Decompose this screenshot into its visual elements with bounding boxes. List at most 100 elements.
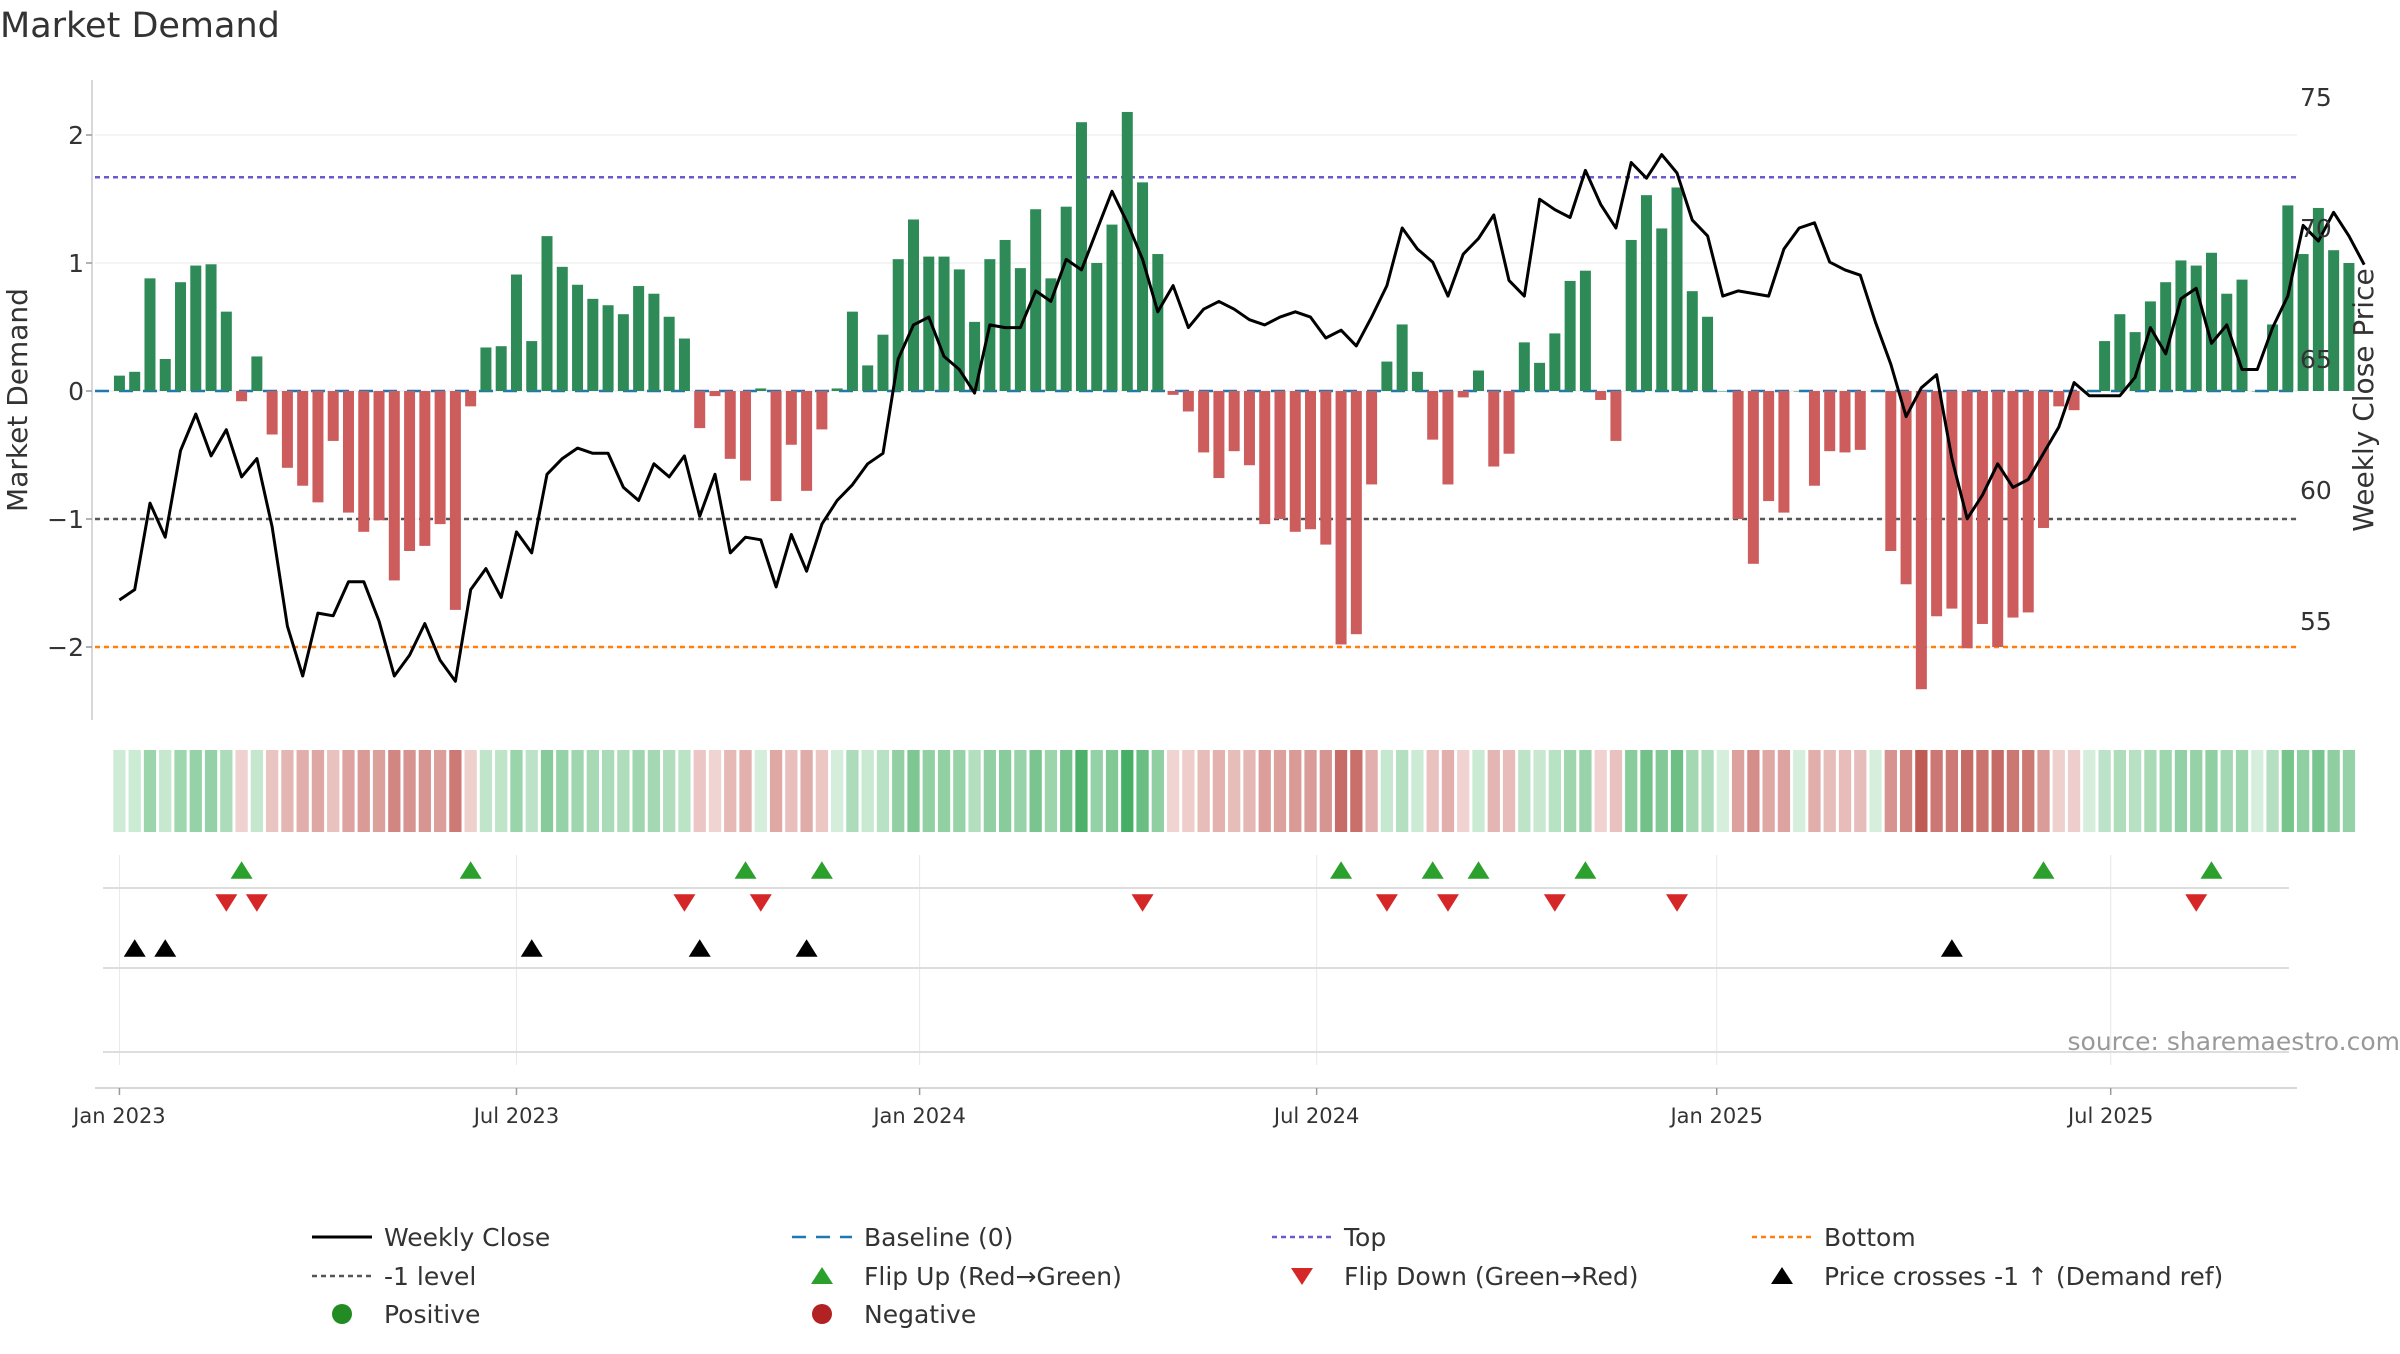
y-axis-left-label: Market Demand bbox=[1, 288, 34, 512]
heat-cell bbox=[587, 750, 599, 832]
heat-cell bbox=[1946, 750, 1958, 832]
demand-bar bbox=[1992, 391, 2003, 647]
heat-cell bbox=[190, 750, 202, 832]
demand-bar bbox=[1901, 391, 1912, 584]
heat-cell bbox=[312, 750, 324, 832]
legend-label: Baseline (0) bbox=[864, 1223, 1013, 1252]
x-tick-label: Jan 2023 bbox=[71, 1104, 166, 1128]
demand-bar bbox=[694, 391, 705, 428]
demand-bar bbox=[1168, 391, 1179, 395]
heat-cell bbox=[1182, 750, 1194, 832]
heat-cell bbox=[1503, 750, 1515, 832]
heat-cell bbox=[1763, 750, 1775, 832]
flip-up-marker bbox=[735, 861, 757, 879]
demand-bar bbox=[1870, 391, 1881, 392]
demand-bar bbox=[1885, 391, 1896, 551]
heat-cell bbox=[1075, 750, 1087, 832]
heat-cell bbox=[526, 750, 538, 832]
demand-bar bbox=[2114, 314, 2125, 391]
demand-bar bbox=[389, 391, 400, 580]
demand-bar bbox=[1641, 195, 1652, 391]
demand-bar bbox=[1259, 391, 1270, 524]
demand-bar bbox=[1794, 391, 1805, 392]
demand-bar bbox=[450, 391, 461, 610]
heat-cell bbox=[800, 750, 812, 832]
heat-cell bbox=[281, 750, 293, 832]
flip-up-marker bbox=[2033, 861, 2055, 879]
demand-bar bbox=[2252, 391, 2263, 392]
price-cross-marker bbox=[796, 939, 818, 957]
demand-bar bbox=[771, 391, 782, 501]
heat-cell bbox=[388, 750, 400, 832]
demand-bar bbox=[343, 391, 354, 513]
demand-bar bbox=[297, 391, 308, 486]
legend-item-positive: Positive bbox=[332, 1300, 480, 1329]
demand-bar bbox=[435, 391, 446, 524]
y-tick-label-left: 0 bbox=[68, 377, 84, 406]
legend-triangle-up-icon bbox=[811, 1267, 833, 1284]
demand-bar bbox=[2175, 260, 2186, 391]
heat-cell bbox=[1869, 750, 1881, 832]
demand-bar bbox=[542, 236, 553, 391]
heat-cell bbox=[1488, 750, 1500, 832]
heat-cell bbox=[617, 750, 629, 832]
demand-bar bbox=[1213, 391, 1224, 478]
demand-bar bbox=[1458, 391, 1469, 397]
heat-cell bbox=[831, 750, 843, 832]
heat-cell bbox=[1045, 750, 1057, 832]
heat-cell bbox=[1976, 750, 1988, 832]
demand-bar bbox=[893, 259, 904, 391]
heat-cell bbox=[1625, 750, 1637, 832]
y-tick-label-right: 65 bbox=[2300, 345, 2332, 374]
x-tick-label: Jan 2024 bbox=[871, 1104, 966, 1128]
heat-cell bbox=[297, 750, 309, 832]
heat-cell bbox=[2083, 750, 2095, 832]
heat-cell bbox=[1152, 750, 1164, 832]
heat-cell bbox=[1350, 750, 1362, 832]
demand-bar bbox=[648, 294, 659, 391]
demand-bar bbox=[206, 264, 217, 391]
heat-cell bbox=[113, 750, 125, 832]
flip-up-marker bbox=[2200, 861, 2222, 879]
demand-bar bbox=[2237, 280, 2248, 391]
legend-item-top: Top bbox=[1272, 1223, 1386, 1252]
heat-cell bbox=[2190, 750, 2202, 832]
heat-cell bbox=[2266, 750, 2278, 832]
heat-cell bbox=[1518, 750, 1530, 832]
heat-cell bbox=[1732, 750, 1744, 832]
y-axis-right-label: Weekly Close Price bbox=[2347, 268, 2380, 531]
demand-bar bbox=[1580, 271, 1591, 391]
demand-bar bbox=[404, 391, 415, 551]
flip-down-marker bbox=[750, 894, 772, 912]
heat-cell bbox=[1121, 750, 1133, 832]
demand-bar bbox=[1183, 391, 1194, 411]
demand-bar bbox=[1107, 225, 1118, 391]
heat-cell bbox=[556, 750, 568, 832]
heat-cell bbox=[2144, 750, 2156, 832]
heat-cell bbox=[571, 750, 583, 832]
y-tick-label-left: −1 bbox=[47, 505, 84, 534]
heat-cell bbox=[2205, 750, 2217, 832]
heat-cell bbox=[1701, 750, 1713, 832]
x-tick-label: Jul 2024 bbox=[1272, 1104, 1359, 1128]
demand-bar bbox=[816, 391, 827, 429]
demand-bar bbox=[786, 391, 797, 445]
heat-cell bbox=[1778, 750, 1790, 832]
demand-bar bbox=[1946, 391, 1957, 609]
heat-cell bbox=[663, 750, 675, 832]
demand-bar bbox=[496, 346, 507, 391]
demand-bar bbox=[1442, 391, 1453, 484]
heat-cell bbox=[1579, 750, 1591, 832]
heat-cell bbox=[816, 750, 828, 832]
y-tick-label-right: 60 bbox=[2300, 476, 2332, 505]
heat-cell bbox=[1671, 750, 1683, 832]
legend-item-weekly-close: Weekly Close bbox=[312, 1223, 550, 1252]
heat-cell bbox=[1808, 750, 1820, 832]
heat-cell bbox=[373, 750, 385, 832]
heat-cell bbox=[892, 750, 904, 832]
demand-bar bbox=[1412, 372, 1423, 391]
demand-bar bbox=[1687, 291, 1698, 391]
demand-bar bbox=[1229, 391, 1240, 451]
demand-bar bbox=[114, 376, 125, 391]
demand-bar bbox=[587, 299, 598, 391]
